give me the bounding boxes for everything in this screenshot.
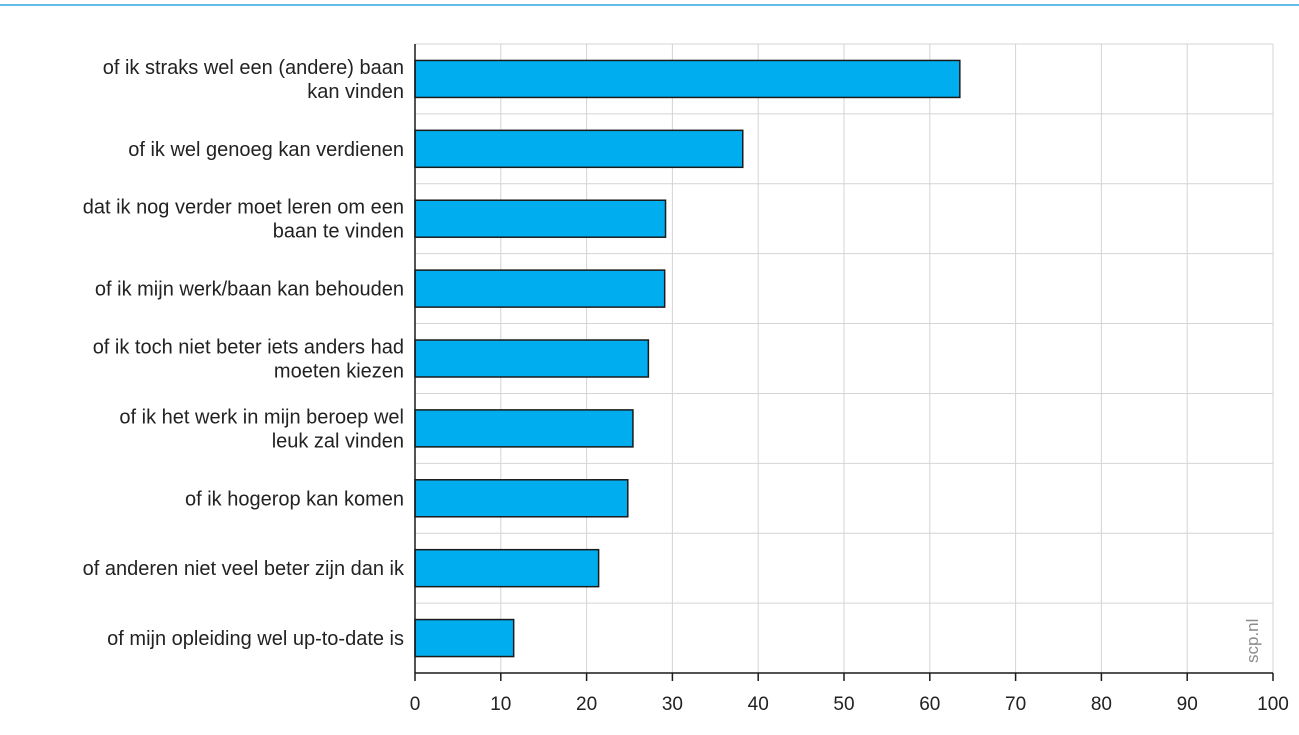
category-label: of ik mijn werk/baan kan behouden <box>95 279 404 301</box>
bar <box>414 59 961 99</box>
bar <box>414 409 634 448</box>
category-label: of ik het werk in mijn beroep wel leuk za… <box>119 406 404 452</box>
category-label: of ik straks wel een (andere) baan kan vi… <box>103 57 404 103</box>
bar <box>414 618 515 658</box>
category-label: of ik hogerop kan komen <box>185 488 404 510</box>
category-label-line: of ik toch niet beter iets anders had <box>93 337 404 359</box>
category-label-layer: of ik straks wel een (andere) baan kan vi… <box>83 57 405 650</box>
category-label: of anderen niet veel beter zijn dan ik <box>83 558 405 580</box>
x-tick-label: 20 <box>576 694 597 715</box>
x-tick-label: 30 <box>662 694 683 715</box>
x-tick-label: 90 <box>1177 694 1198 715</box>
x-tick-label: 80 <box>1091 694 1112 715</box>
category-label-line: of ik het werk in mijn beroep wel <box>119 406 404 428</box>
category-label-line: dat ik nog verder moet leren om een <box>83 197 404 219</box>
source-label: scp.nl <box>1243 619 1262 663</box>
category-label-line: of ik straks wel een (andere) baan <box>103 57 404 79</box>
category-label: of ik toch niet beter iets anders had moe… <box>93 337 404 383</box>
x-tick-label: 70 <box>1005 694 1026 715</box>
bar <box>414 479 629 518</box>
category-label-line: of ik mijn werk/baan kan behouden <box>95 279 404 301</box>
x-tick-label: 50 <box>833 694 854 715</box>
category-label: dat ik nog verder moet leren om een baan … <box>83 197 404 243</box>
category-label: of ik wel genoeg kan verdienen <box>128 139 404 161</box>
tick-label-layer: 0 10 20 30 40 50 60 70 80 90 100 <box>410 694 1289 715</box>
x-tick-label: 40 <box>748 694 769 715</box>
category-label: of mijn opleiding wel up-to-date is <box>107 628 404 650</box>
category-label-line: baan te vinden <box>273 221 404 243</box>
category-label-line: moeten kiezen <box>274 361 404 383</box>
axis-layer <box>414 44 1274 681</box>
x-tick-label: 100 <box>1257 694 1289 715</box>
x-tick-label: 60 <box>919 694 940 715</box>
bar <box>414 339 650 378</box>
category-label-line: of mijn opleiding wel up-to-date is <box>107 628 404 650</box>
bar <box>414 129 744 169</box>
bar <box>414 548 600 588</box>
x-tick-label: 0 <box>410 694 421 715</box>
category-label-line: of ik wel genoeg kan verdienen <box>128 139 404 161</box>
bar <box>414 269 666 308</box>
grid-layer <box>415 43 1274 673</box>
bar <box>414 199 667 238</box>
category-label-line: of ik hogerop kan komen <box>185 488 404 510</box>
category-label-line: of anderen niet veel beter zijn dan ik <box>83 558 405 580</box>
bar-layer <box>414 59 961 658</box>
category-label-line: leuk zal vinden <box>272 430 404 452</box>
x-tick-label: 10 <box>490 694 511 715</box>
category-label-line: kan vinden <box>307 81 404 103</box>
